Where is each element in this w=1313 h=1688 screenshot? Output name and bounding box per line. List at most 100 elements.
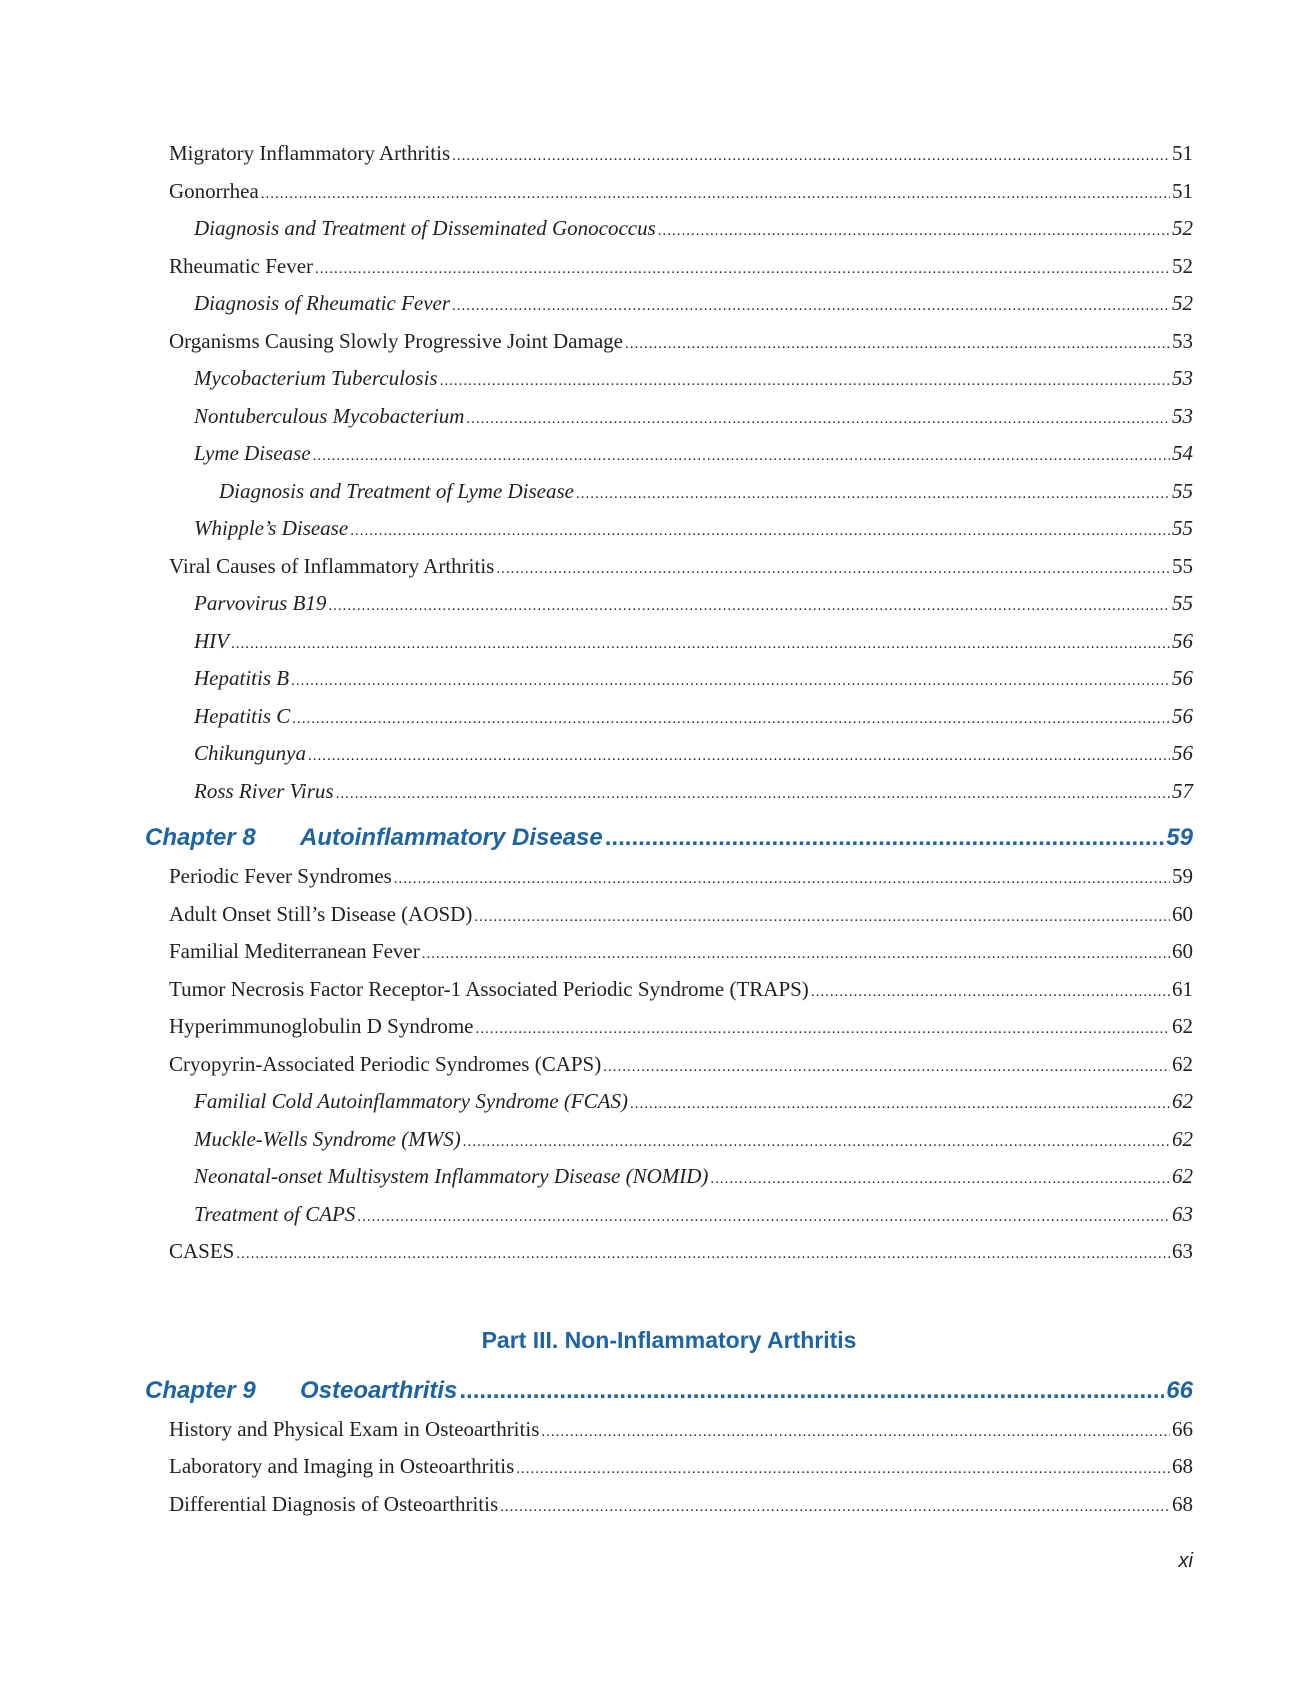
toc-entry[interactable]: Diagnosis of Rheumatic Fever 52 [0, 285, 1193, 323]
entry-page: 55 [1172, 478, 1193, 503]
toc-entry[interactable]: Familial Cold Autoinflammatory Syndrome … [0, 1083, 1193, 1121]
entry-page: 56 [1172, 666, 1193, 690]
entry-page: 55 [1172, 516, 1193, 540]
toc-entry[interactable]: Viral Causes of Inflammatory Arthritis 55 [0, 548, 1193, 586]
toc-entry[interactable]: Lyme Disease 54 [0, 435, 1193, 473]
dot-leader [452, 288, 1170, 326]
entry-page: 53 [1172, 328, 1193, 353]
toc-entry[interactable]: Mycobacterium Tuberculosis 53 [0, 360, 1193, 398]
entry-title: Lyme Disease [194, 441, 311, 465]
entry-title: Autoinflammatory Disease [300, 824, 603, 851]
toc-entry[interactable]: Cryopyrin-Associated Periodic Syndromes … [0, 1046, 1193, 1084]
entry-page: 66 [1172, 1416, 1193, 1441]
dot-leader [576, 476, 1170, 514]
entry-page: 55 [1172, 553, 1193, 578]
toc-entry[interactable]: Diagnosis and Treatment of Lyme Disease 5… [0, 473, 1193, 511]
entry-page: 68 [1172, 1491, 1193, 1516]
entry-page: 53 [1172, 403, 1193, 428]
entry-title: Organisms Causing Slowly Progressive Joi… [169, 328, 624, 353]
entry-page: 62 [1172, 1126, 1193, 1151]
dot-leader [475, 1011, 1170, 1049]
dot-leader [603, 1049, 1170, 1087]
toc-entry[interactable]: Tumor Necrosis Factor Receptor-1 Associa… [0, 971, 1193, 1009]
toc-entry[interactable]: Familial Mediterranean Fever 60 [0, 933, 1193, 971]
dot-leader [394, 861, 1170, 899]
entry-title: Differential Diagnosis of Osteoarthritis [169, 1491, 499, 1516]
entry-title: Cryopyrin-Associated Periodic Syndromes … [169, 1051, 602, 1076]
dot-leader [313, 438, 1170, 476]
dot-leader [500, 1489, 1170, 1527]
toc-entry[interactable]: History and Physical Exam in Osteoarthri… [0, 1411, 1193, 1449]
toc-entry[interactable]: CASES 63 [0, 1233, 1193, 1271]
toc-entry[interactable]: Diagnosis and Treatment of Disseminated … [0, 210, 1193, 248]
toc-entry[interactable]: Ross River Virus 57 [0, 773, 1193, 811]
dot-leader [291, 663, 1170, 701]
entry-title: Neonatal-onset Multisystem Inflammatory … [194, 1164, 709, 1188]
entry-title: Diagnosis and Treatment of Disseminated … [194, 216, 656, 240]
toc-entry[interactable]: Treatment of CAPS 63 [0, 1196, 1193, 1234]
toc-entry[interactable]: Hepatitis B 56 [0, 660, 1193, 698]
dot-leader [357, 1199, 1170, 1237]
toc-entry[interactable]: Hepatitis C 56 [0, 698, 1193, 736]
entry-page: 59 [1166, 824, 1193, 851]
dot-leader [658, 213, 1170, 251]
toc-chapter-entry[interactable]: Chapter 8 Autoinflammatory Disease 59 [0, 818, 1193, 858]
toc-entry[interactable]: Nontuberculous Mycobacterium 53 [0, 398, 1193, 436]
toc-entry[interactable]: Differential Diagnosis of Osteoarthritis… [0, 1486, 1193, 1524]
entry-title: Hepatitis B [194, 666, 290, 690]
toc-entry[interactable]: Adult Onset Still’s Disease (AOSD) 60 [0, 896, 1193, 934]
toc-entry[interactable]: Gonorrhea 51 [0, 173, 1193, 211]
toc-entry[interactable]: Periodic Fever Syndromes 59 [0, 858, 1193, 896]
dot-leader [292, 701, 1170, 739]
entry-title: Osteoarthritis [300, 1376, 458, 1404]
toc-entry[interactable]: Hyperimmunoglobulin D Syndrome 62 [0, 1008, 1193, 1046]
toc-entry[interactable]: Laboratory and Imaging in Osteoarthritis… [0, 1448, 1193, 1486]
entry-title: CASES [169, 1239, 235, 1263]
entry-page: 60 [1172, 939, 1193, 963]
toc-entry[interactable]: Muckle-Wells Syndrome (MWS) 62 [0, 1121, 1193, 1159]
dot-leader [328, 588, 1170, 626]
toc-entry[interactable]: Migratory Inflammatory Arthritis 51 [0, 135, 1193, 173]
part-heading: Part III. Non-Inflammatory Arthritis [481, 1326, 857, 1353]
dot-leader [261, 176, 1170, 214]
entry-page: 63 [1172, 1201, 1193, 1226]
entry-title: Hyperimmunoglobulin D Syndrome [169, 1014, 474, 1038]
dot-leader [440, 363, 1170, 401]
entry-title: Ross River Virus [194, 778, 334, 803]
dot-leader [422, 936, 1170, 974]
chapter-number: Chapter 8 [145, 824, 256, 851]
toc-entry[interactable]: HIV 56 [0, 623, 1193, 661]
entry-title: Familial Mediterranean Fever [169, 939, 420, 963]
dot-leader [308, 738, 1170, 776]
entry-page: 62 [1172, 1164, 1193, 1188]
entry-page: 61 [1172, 976, 1193, 1001]
entry-title: Nontuberculous Mycobacterium [194, 403, 465, 428]
entry-page: 52 [1172, 253, 1193, 278]
toc-entry[interactable]: Organisms Causing Slowly Progressive Joi… [0, 323, 1193, 361]
dot-leader [336, 776, 1170, 814]
chapter-number: Chapter 9 [145, 1376, 256, 1404]
entry-title: Laboratory and Imaging in Osteoarthritis [169, 1454, 515, 1478]
toc-entry[interactable]: Chikungunya 56 [0, 735, 1193, 773]
entry-page: 55 [1172, 591, 1193, 615]
dot-leader [350, 513, 1170, 551]
entry-page: 56 [1172, 703, 1193, 728]
toc-entry[interactable]: Neonatal-onset Multisystem Inflammatory … [0, 1158, 1193, 1196]
entry-page: 66 [1166, 1376, 1193, 1404]
entry-page: 62 [1172, 1089, 1193, 1113]
toc-entry[interactable]: Whipple’s Disease 55 [0, 510, 1193, 548]
entry-title: History and Physical Exam in Osteoarthri… [169, 1416, 540, 1441]
entry-page: 51 [1172, 178, 1193, 203]
toc-entry[interactable]: Parvovirus B19 55 [0, 585, 1193, 623]
entry-title: Migratory Inflammatory Arthritis [169, 141, 451, 165]
entry-page: 56 [1172, 628, 1193, 653]
toc-entry[interactable]: Rheumatic Fever 52 [0, 248, 1193, 286]
entry-title: Parvovirus B19 [194, 591, 327, 615]
toc-chapter-entry[interactable]: Chapter 9 Osteoarthritis 66 [0, 1371, 1193, 1411]
entry-title: Diagnosis and Treatment of Lyme Disease [219, 478, 575, 503]
dot-leader [459, 1371, 1164, 1411]
dot-leader [231, 626, 1170, 664]
entry-page: 53 [1172, 366, 1193, 390]
entry-title: Whipple’s Disease [194, 516, 349, 540]
dot-leader [466, 401, 1170, 439]
